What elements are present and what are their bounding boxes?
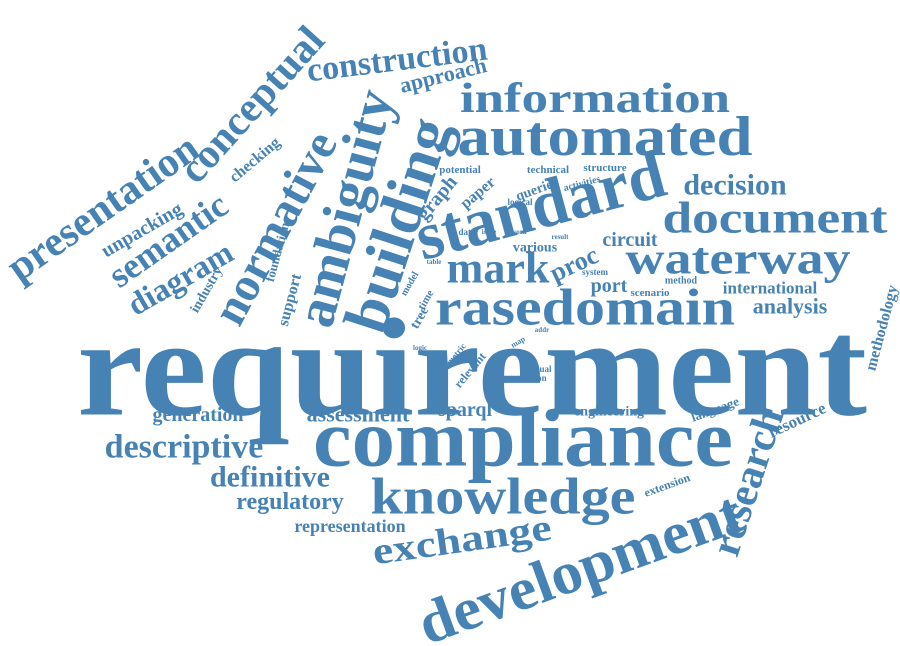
word: potential	[439, 164, 481, 176]
word: methodology	[862, 283, 900, 372]
word: result	[552, 233, 570, 241]
word: analysis	[753, 294, 828, 319]
word: data	[458, 227, 476, 237]
word: issue	[482, 228, 496, 236]
word: descriptive	[105, 429, 264, 466]
word: system	[582, 267, 608, 277]
word: addr	[535, 326, 549, 334]
word: regulatory	[236, 489, 344, 515]
word: international	[723, 279, 818, 298]
word: automated	[458, 106, 753, 168]
word: various	[513, 241, 558, 256]
word: representation	[294, 516, 405, 536]
word: document	[663, 194, 888, 243]
word: requirement	[77, 291, 867, 446]
word: technical	[527, 164, 569, 176]
word: port	[591, 275, 628, 297]
word: logical	[508, 197, 533, 207]
word: logic	[413, 344, 427, 352]
word: rasedomain	[435, 280, 735, 337]
word: engineering	[574, 405, 644, 420]
word: reason	[521, 373, 546, 383]
word: decision	[683, 169, 787, 202]
word: knowledge	[371, 469, 636, 526]
word: waterway	[626, 233, 851, 284]
word: assessment	[307, 402, 410, 427]
word: generation	[152, 404, 243, 426]
word: table	[427, 258, 442, 266]
word: work	[511, 228, 527, 236]
word: scenario	[630, 287, 670, 299]
word: sparql	[438, 399, 493, 421]
word: mark	[447, 244, 550, 293]
word: definitive	[210, 461, 330, 494]
word: manual	[522, 364, 552, 374]
word: structure	[583, 162, 626, 174]
word: information	[460, 76, 730, 122]
word: method	[665, 276, 698, 287]
word: circuit	[602, 229, 658, 251]
word: compliance	[313, 393, 733, 484]
